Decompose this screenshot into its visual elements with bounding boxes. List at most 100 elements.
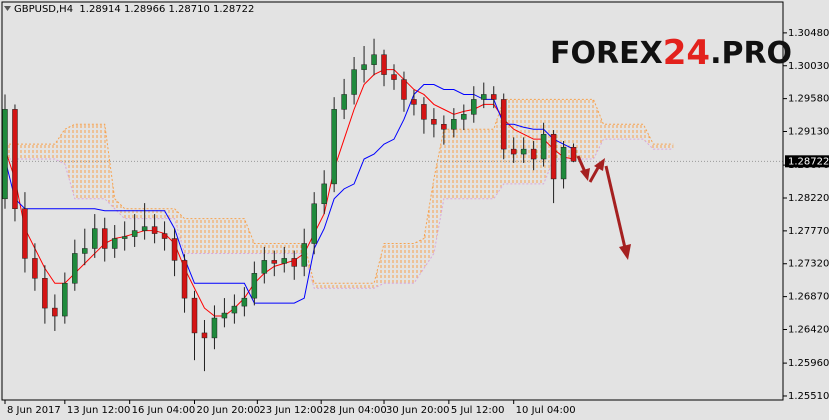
y-tick-label: 1.26870 (788, 292, 829, 303)
candle-body (42, 278, 48, 309)
x-tick-label: 10 Jul 04:00 (516, 405, 576, 416)
candle-body (231, 305, 238, 314)
candle-body (530, 148, 537, 160)
candle-body (131, 230, 138, 237)
logo-part: FOREX (550, 36, 663, 71)
candle-body (201, 332, 208, 339)
plot-frame (1, 1, 784, 401)
candle-body (321, 183, 327, 205)
candle-body (301, 243, 307, 267)
candle-body (520, 148, 527, 155)
candle-body (12, 109, 18, 209)
arrow-head (580, 168, 590, 181)
arrow (576, 155, 587, 173)
last-price-box (785, 155, 829, 168)
plot-area (2, 38, 783, 372)
y-tick-label: 1.28220 (788, 193, 829, 204)
y-tick-label: 1.29580 (788, 94, 829, 105)
candle-body (92, 228, 98, 249)
x-tick-label: 16 Jun 04:00 (132, 405, 196, 416)
candle-body (431, 119, 437, 125)
y-tick-label: 1.30480 (788, 28, 829, 39)
forecast-arrows (576, 155, 631, 260)
symbol-icon (4, 6, 11, 11)
y-tick-label: 1.27320 (788, 259, 829, 270)
y-tick-label: 1.26420 (788, 324, 829, 335)
candle-body (271, 260, 278, 264)
candle-body (211, 317, 218, 339)
candle-body (171, 238, 178, 261)
candle-body (32, 258, 38, 279)
last-price-label: 1.28722 (788, 156, 829, 167)
candle-body (261, 260, 268, 274)
candle-body (2, 109, 8, 200)
candle-body (141, 226, 148, 231)
candle-body (191, 297, 198, 334)
indicator-line (4, 69, 574, 317)
candle-body (560, 147, 567, 180)
candle-body (22, 208, 28, 259)
logo-part: 24 (663, 33, 710, 73)
candle-body (111, 238, 118, 249)
y-tick-label: 1.27770 (788, 226, 829, 237)
candle-body (451, 119, 457, 130)
candle-body (441, 124, 447, 130)
candle-body (490, 94, 497, 100)
candle-body (341, 94, 347, 110)
indicator-line (4, 84, 574, 304)
y-tick-label: 1.25960 (788, 358, 829, 369)
y-tick-label: 1.30030 (788, 61, 829, 72)
y-tick-label: 1.25510 (788, 391, 829, 402)
candle-body (381, 54, 387, 75)
watermark-logo: FOREX24.PRO (550, 33, 792, 73)
candle-body (52, 307, 58, 317)
chart-header: GBPUSD,H4 1.28914 1.28966 1.28710 1.2872… (14, 4, 254, 15)
x-tick-label: 23 Jun 12:00 (259, 405, 323, 416)
candle-body (221, 312, 228, 319)
candle-body (121, 236, 128, 239)
x-tick-label: 28 Jun 04:00 (323, 405, 387, 416)
candle-body (351, 69, 357, 95)
candle-body (411, 99, 417, 105)
x-tick-label: 20 Jun 20:00 (197, 405, 261, 416)
candle-body (161, 233, 168, 239)
candle-body (471, 99, 477, 115)
candle-body (251, 273, 258, 299)
candle-body (371, 54, 377, 65)
y-tick-label: 1.29130 (788, 127, 829, 138)
x-tick-label: 30 Jun 20:00 (386, 405, 450, 416)
candle-body (391, 74, 397, 80)
candle-body (570, 147, 577, 162)
candle-body (72, 253, 78, 284)
candle-body (291, 258, 297, 267)
x-tick-label: 5 Jul 12:00 (451, 405, 505, 416)
arrow (604, 165, 627, 249)
logo-part: .PRO (710, 36, 792, 71)
candle-body (510, 148, 517, 155)
candle-body (82, 248, 88, 254)
candle-body (540, 133, 547, 160)
candle-body (101, 228, 108, 249)
candle-body (241, 297, 248, 307)
arrow (588, 165, 601, 183)
candle-body (550, 133, 557, 180)
span-a-line (4, 98, 674, 284)
candle-body (281, 258, 288, 264)
x-tick-label: 13 Jun 12:00 (67, 405, 131, 416)
x-tick-label: 8 Jun 2017 (7, 405, 61, 416)
arrow-head (619, 244, 631, 260)
candle-body (181, 260, 188, 299)
arrow-head (594, 158, 605, 171)
candle-body (361, 64, 367, 70)
candle-body (331, 109, 337, 185)
candle-body (461, 114, 467, 120)
candle-body (481, 94, 487, 100)
candle-body (421, 104, 427, 120)
candle-body (311, 203, 317, 244)
candle-body (151, 226, 158, 234)
candle-body (401, 79, 407, 100)
candle-body (62, 283, 68, 317)
candle-body (500, 99, 507, 150)
